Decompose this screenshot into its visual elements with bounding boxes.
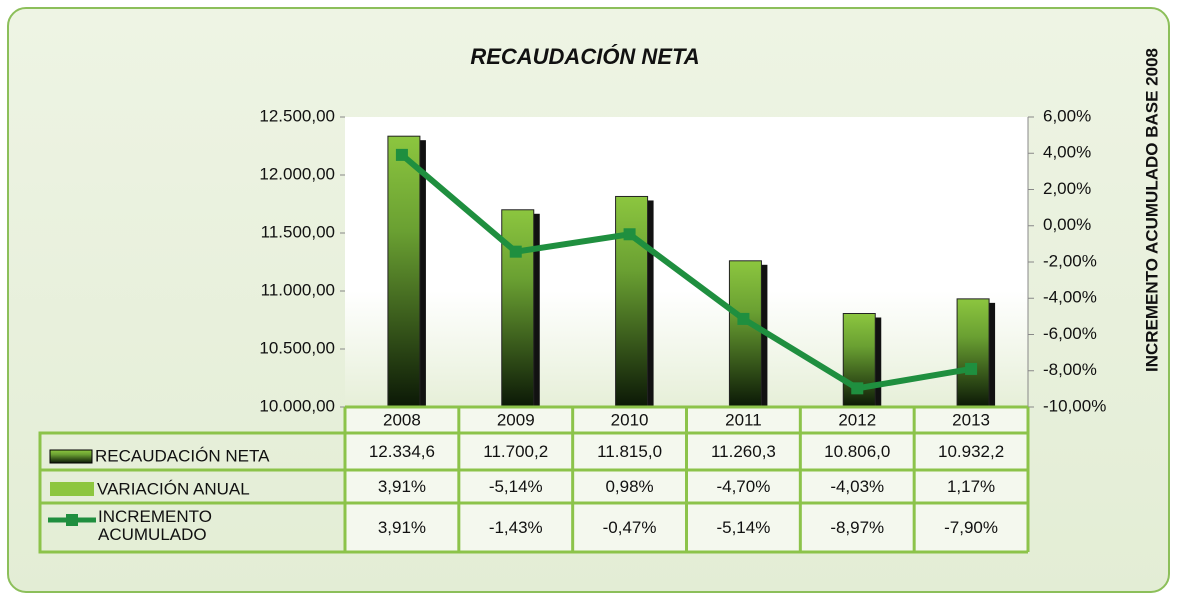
- y-tick-label: 12.000,00: [259, 164, 335, 183]
- bar: [501, 209, 535, 408]
- table-value: -8,97%: [830, 518, 884, 537]
- line-point: [851, 382, 864, 395]
- table-value: -4,03%: [830, 477, 884, 496]
- line-point: [737, 312, 750, 325]
- table-value: 0,98%: [605, 477, 653, 496]
- y2-tick-label: 6,00%: [1043, 106, 1091, 125]
- plot-area: [345, 117, 1028, 407]
- y-tick-label: 11.000,00: [261, 280, 335, 299]
- legend-label-box: INCREMENTO ACUMULADO: [98, 508, 212, 544]
- x-tick-label: 2011: [725, 410, 762, 429]
- x-tick-label: 2008: [383, 410, 421, 429]
- table-value: -5,14%: [716, 518, 770, 537]
- table-value: 10.806,0: [824, 442, 890, 461]
- line: [399, 152, 972, 392]
- legend-swatch: [49, 449, 93, 464]
- bar: [387, 135, 421, 408]
- line-point: [509, 245, 522, 258]
- y-tick-label: 11.500,00: [261, 222, 335, 241]
- legend-label: VARIACIÓN ANUAL: [97, 479, 250, 498]
- legend-label: RECAUDACIÓN NETA: [95, 446, 270, 465]
- y2-tick-label: -4,00%: [1043, 288, 1097, 307]
- y2-tick-label: -10,00%: [1043, 396, 1106, 415]
- y2-tick-label: 4,00%: [1043, 143, 1091, 162]
- chart-title: RECAUDACIÓN NETA: [470, 44, 699, 69]
- table-value: -0,47%: [603, 518, 657, 537]
- table-value: -4,70%: [716, 477, 770, 496]
- x-tick-label: 2009: [497, 410, 535, 429]
- line-point: [965, 362, 978, 375]
- y-tick-label: 12.500,00: [259, 106, 335, 125]
- table-value: -5,14%: [489, 477, 543, 496]
- table-value: -7,90%: [944, 518, 998, 537]
- bar: [956, 298, 990, 408]
- y-tick-label: 10.500,00: [259, 338, 335, 357]
- legend-label: INCREMENTO ACUMULADO: [98, 508, 212, 544]
- table-value: 11.815,0: [597, 442, 662, 461]
- line-point: [395, 148, 408, 161]
- bar: [615, 195, 649, 408]
- y2-tick-label: -8,00%: [1043, 360, 1097, 379]
- x-tick-label: 2013: [952, 410, 990, 429]
- x-tick-label: 2012: [838, 410, 876, 429]
- table-value: 11.260,3: [711, 442, 776, 461]
- y2-tick-label: -2,00%: [1043, 251, 1097, 270]
- table-value: 3,91%: [378, 518, 426, 537]
- legend-swatch: [66, 514, 78, 526]
- bar: [728, 260, 762, 408]
- y2-tick-label: 2,00%: [1043, 179, 1091, 198]
- y2-tick-label: 0,00%: [1043, 215, 1091, 234]
- legend-swatch: [50, 482, 94, 496]
- y2-axis-title: INCREMENTO ACUMULADO BASE 2008: [1142, 48, 1161, 372]
- x-tick-label: 2010: [611, 410, 649, 429]
- line-point: [623, 228, 636, 241]
- y-tick-label: 10.000,00: [259, 396, 335, 415]
- y2-tick-label: -6,00%: [1043, 324, 1097, 343]
- table-value: 3,91%: [378, 477, 426, 496]
- table-value: 1,17%: [947, 477, 995, 496]
- table-value: 11.700,2: [483, 442, 548, 461]
- table-value: -1,43%: [489, 518, 543, 537]
- table-value: 10.932,2: [938, 442, 1004, 461]
- table-value: 12.334,6: [369, 442, 435, 461]
